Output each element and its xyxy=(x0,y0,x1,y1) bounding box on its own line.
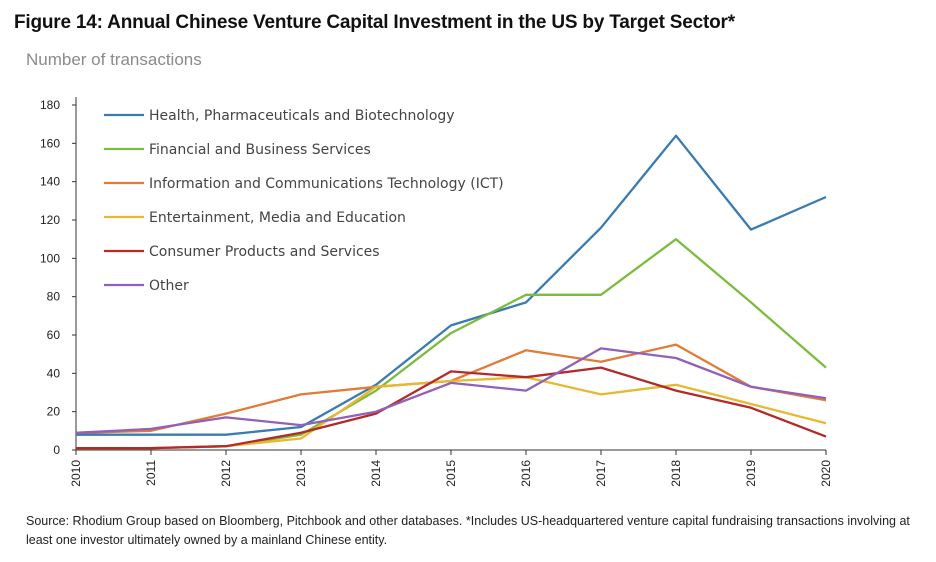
x-tick-label: 2011 xyxy=(144,460,158,486)
legend-label: Entertainment, Media and Education xyxy=(149,210,406,226)
y-tick-label: 40 xyxy=(47,366,61,380)
y-tick-label: 80 xyxy=(47,290,61,304)
series-line xyxy=(76,376,827,450)
y-tick-label: 20 xyxy=(47,405,61,419)
series-line xyxy=(76,238,827,450)
series-line xyxy=(75,347,827,434)
x-tick-label: 2014 xyxy=(369,460,383,487)
legend-label: Health, Pharmaceuticals and Biotechnolog… xyxy=(149,108,455,124)
chart-subtitle: Number of transactions xyxy=(26,50,202,69)
chart-title: Figure 14: Annual Chinese Venture Capita… xyxy=(14,12,735,33)
y-tick-label: 140 xyxy=(40,175,60,189)
y-tick-label: 120 xyxy=(40,213,60,227)
legend-label: Financial and Business Services xyxy=(149,142,371,158)
y-tick-label: 180 xyxy=(40,98,60,112)
series-line xyxy=(76,134,827,436)
x-tick-label: 2013 xyxy=(294,460,308,487)
x-tick-label: 2010 xyxy=(69,460,83,487)
y-tick-label: 160 xyxy=(40,136,60,150)
legend-label: Information and Communications Technolog… xyxy=(149,176,504,192)
y-tick-label: 0 xyxy=(53,443,60,457)
line-chart: 0 20 40 60 80 100 120 140 160 180 2010 2011 2012 2013… xyxy=(40,97,833,487)
series-line xyxy=(75,343,827,434)
x-tick-label: 2017 xyxy=(594,460,608,487)
x-tick-label: 2019 xyxy=(744,460,758,487)
legend-label: Consumer Products and Services xyxy=(149,244,380,260)
y-tick-label: 60 xyxy=(47,328,61,342)
x-tick-label: 2012 xyxy=(219,460,233,487)
legend-label: Other xyxy=(149,278,189,294)
x-tick-label: 2020 xyxy=(819,460,833,487)
series-line xyxy=(76,366,827,450)
x-tick-label: 2016 xyxy=(519,460,533,487)
x-tick-label: 2018 xyxy=(669,460,683,487)
source-note: Source: Rhodium Group based on Bloomberg… xyxy=(26,514,910,547)
y-tick-label: 100 xyxy=(40,251,60,265)
x-tick-label: 2015 xyxy=(444,460,458,487)
